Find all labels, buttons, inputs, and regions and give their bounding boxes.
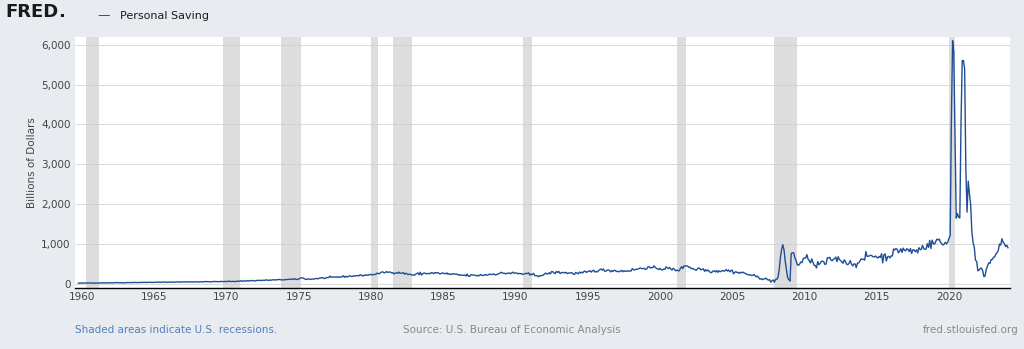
Text: —: — (97, 9, 110, 22)
Bar (371, 37, 378, 288)
Bar (392, 37, 412, 288)
Y-axis label: Billions of Dollars: Billions of Dollars (27, 117, 37, 208)
Text: Source: U.S. Bureau of Economic Analysis: Source: U.S. Bureau of Economic Analysis (403, 325, 621, 335)
Bar (677, 37, 686, 288)
Bar (281, 37, 301, 288)
Text: Shaded areas indicate U.S. recessions.: Shaded areas indicate U.S. recessions. (75, 325, 278, 335)
Text: Personal Saving: Personal Saving (120, 11, 209, 21)
Text: .: . (58, 3, 66, 22)
Bar (86, 37, 99, 288)
Text: FRED: FRED (5, 3, 58, 22)
Bar (949, 37, 955, 288)
Bar (522, 37, 532, 288)
Bar (223, 37, 240, 288)
Text: fred.stlouisfed.org: fred.stlouisfed.org (923, 325, 1019, 335)
Bar (774, 37, 798, 288)
